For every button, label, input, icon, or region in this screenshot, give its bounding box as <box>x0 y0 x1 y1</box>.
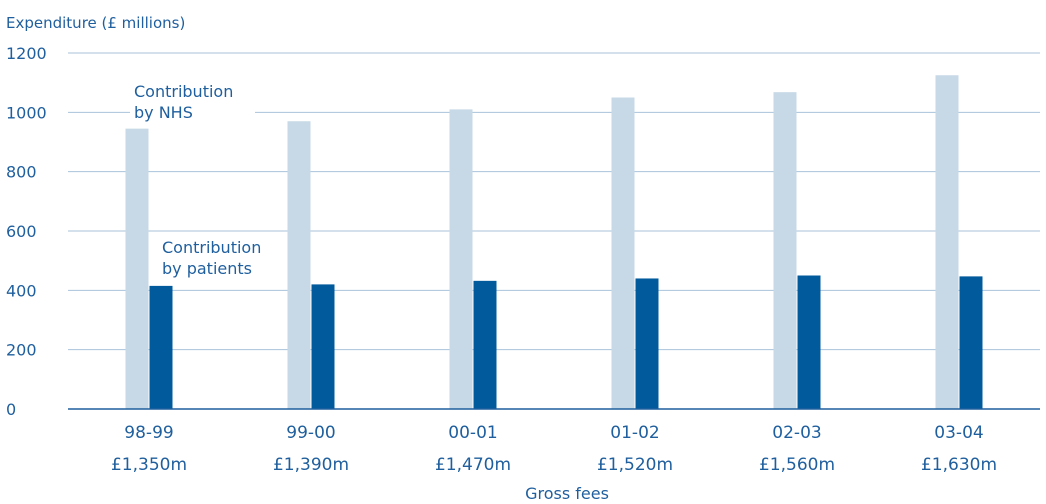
x-category-label: 03-04 <box>934 423 983 443</box>
bar-nhs-03-04 <box>935 75 959 409</box>
x-gross-fee-label: £1,520m <box>597 455 673 475</box>
bar-patients-01-02 <box>635 278 659 409</box>
x-gross-fee-label: £1,630m <box>921 455 997 475</box>
bar-nhs-02-03 <box>773 92 797 409</box>
bar-nhs-98-99 <box>125 128 149 409</box>
x-gross-fee-label: £1,350m <box>111 455 187 475</box>
x-gross-fee-label: £1,560m <box>759 455 835 475</box>
annotation-patients-background <box>158 236 278 280</box>
annotation-nhs-line-1: Contribution <box>134 82 233 101</box>
y-tick-label: 0 <box>6 400 16 419</box>
x-category-label: 99-00 <box>286 423 335 443</box>
bar-patients-00-01 <box>473 280 497 409</box>
x-gross-fee-labels: £1,350m £1,390m £1,470m £1,520m £1,560m £1,63… <box>111 455 997 475</box>
annotation-patients: Contribution by patients <box>158 236 278 280</box>
y-axis-label: Expenditure (£ millions) <box>6 14 185 32</box>
y-tick-label: 1000 <box>6 103 47 122</box>
annotation-patients-line-2: by patients <box>162 259 252 278</box>
x-category-labels: 98-99 99-00 00-01 01-02 02-03 03-04 <box>124 423 983 443</box>
bar-patients-98-99 <box>149 285 173 409</box>
bar-nhs-99-00 <box>287 121 311 409</box>
x-gross-fee-label: £1,390m <box>273 455 349 475</box>
y-tick-labels: 0 200 400 600 800 1000 1200 <box>6 44 47 419</box>
x-category-label: 00-01 <box>448 423 497 443</box>
annotation-nhs: Contribution by NHS <box>130 80 255 124</box>
x-category-label: 02-03 <box>772 423 821 443</box>
y-tick-label: 200 <box>6 341 37 360</box>
y-tick-label: 800 <box>6 163 37 182</box>
bar-patients-02-03 <box>797 275 821 409</box>
bar-patients-03-04 <box>959 276 983 409</box>
y-tick-label: 1200 <box>6 44 47 63</box>
annotation-nhs-line-2: by NHS <box>134 103 193 122</box>
annotation-patients-line-1: Contribution <box>162 238 261 257</box>
x-category-label: 98-99 <box>124 423 173 443</box>
x-category-label: 01-02 <box>610 423 659 443</box>
x-axis-label: Gross fees <box>525 484 609 503</box>
x-gross-fee-label: £1,470m <box>435 455 511 475</box>
y-tick-label: 400 <box>6 281 37 300</box>
annotation-nhs-background <box>130 80 255 124</box>
bar-patients-99-00 <box>311 284 335 409</box>
bars <box>125 75 983 409</box>
bar-nhs-01-02 <box>611 97 635 409</box>
bar-nhs-00-01 <box>449 109 473 409</box>
y-tick-label: 600 <box>6 222 37 241</box>
